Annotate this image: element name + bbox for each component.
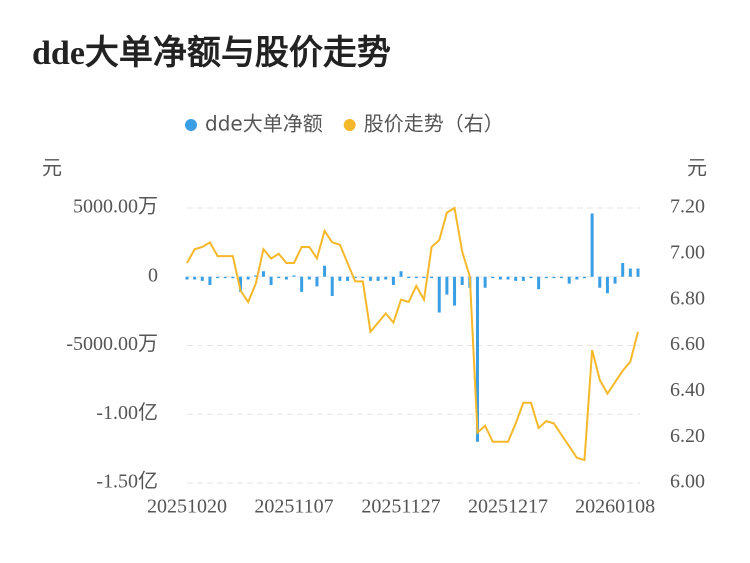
bar	[300, 276, 304, 292]
bar	[216, 276, 220, 279]
y-tick-label: -1.50亿	[96, 470, 158, 493]
bar	[437, 276, 441, 313]
x-tick-label: 20251020	[147, 496, 227, 518]
bar	[315, 276, 319, 287]
bar	[231, 276, 235, 279]
bar	[491, 276, 495, 279]
bar	[208, 276, 212, 285]
bar	[498, 276, 502, 280]
bar	[453, 276, 457, 306]
bar	[506, 276, 510, 280]
bar	[514, 276, 518, 281]
bar	[307, 276, 311, 280]
bar	[254, 275, 258, 277]
bar	[521, 276, 525, 281]
bar	[605, 276, 609, 294]
legend-label: 股价走势（右）	[364, 112, 504, 136]
y-tick-label: 5000.00万	[73, 196, 158, 218]
bar	[590, 213, 594, 277]
y-tick-label: -1.00亿	[96, 401, 158, 424]
bar	[277, 276, 281, 279]
bar	[445, 276, 449, 295]
bar	[239, 276, 243, 292]
bar	[537, 276, 541, 290]
bar	[475, 276, 479, 442]
x-tick-label: 20251127	[361, 496, 440, 518]
bar	[376, 276, 380, 281]
bar	[613, 276, 617, 284]
bar	[246, 276, 250, 280]
bar	[636, 268, 640, 277]
bar	[628, 268, 632, 277]
bar	[598, 276, 602, 288]
price-line	[186, 206, 639, 462]
legend-label: dde大单净额	[205, 112, 323, 136]
legend-marker	[343, 119, 356, 131]
x-tick-label: 20260108	[575, 496, 655, 518]
bar	[582, 276, 586, 279]
bar	[575, 276, 579, 280]
bar	[384, 276, 388, 280]
x-tick-label: 20251107	[254, 496, 333, 518]
chart-title: dde大单净额与股价走势	[32, 34, 391, 72]
y2-tick-label: 6.80	[670, 287, 705, 309]
legend-marker	[185, 119, 197, 131]
bar	[544, 276, 548, 279]
y-axis-label: 元	[42, 158, 62, 180]
bar	[338, 276, 342, 281]
bar	[422, 276, 426, 279]
y-tick-label: -5000.00万	[66, 333, 158, 355]
bar	[330, 276, 334, 296]
y2-tick-label: 6.60	[670, 333, 705, 355]
bar	[407, 276, 411, 279]
bar	[323, 265, 327, 277]
bar	[185, 276, 189, 280]
bar	[552, 276, 556, 279]
bar	[200, 276, 204, 281]
bar	[483, 276, 487, 288]
y2-tick-label: 6.40	[670, 379, 705, 401]
y2-tick-label: 7.20	[670, 196, 705, 218]
bar	[353, 276, 357, 279]
bar	[284, 276, 288, 280]
bar	[560, 276, 564, 279]
bar	[361, 276, 365, 279]
bar	[460, 276, 464, 285]
bar	[399, 271, 403, 277]
y2-tick-label: 6.20	[670, 425, 705, 447]
bar	[414, 276, 418, 279]
bar	[193, 276, 197, 280]
bar	[621, 263, 625, 277]
y2-tick-label: 6.00	[670, 471, 705, 493]
y-tick-label: 0	[148, 264, 158, 286]
y2-axis-label: 元	[687, 158, 707, 180]
bar	[261, 271, 265, 277]
bar	[223, 276, 227, 279]
bar	[292, 275, 296, 277]
x-tick-label: 20251217	[468, 496, 548, 518]
bar	[269, 276, 273, 285]
bar	[567, 276, 571, 284]
bar	[529, 276, 533, 279]
bar	[346, 276, 350, 281]
y2-tick-label: 7.00	[670, 241, 705, 263]
bar	[430, 276, 434, 279]
bar	[391, 276, 395, 285]
bar	[368, 276, 372, 281]
